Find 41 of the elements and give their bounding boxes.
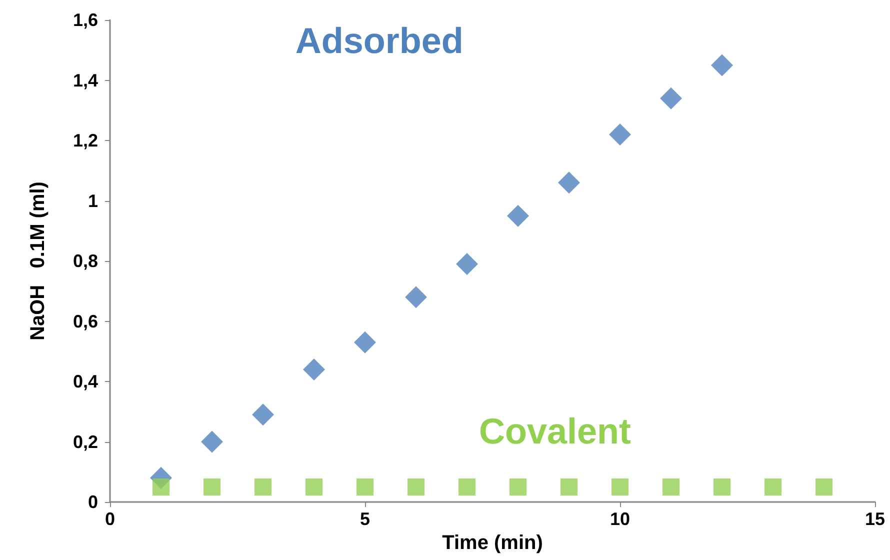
point	[458, 478, 476, 496]
point	[558, 172, 580, 194]
y-tick-label: 1,4	[72, 70, 98, 90]
point	[510, 478, 526, 496]
point	[816, 478, 832, 496]
point	[507, 204, 529, 227]
point	[356, 478, 374, 496]
x-tick-label: 15	[864, 509, 886, 529]
series-label: Covalent	[479, 410, 632, 452]
x-tick-label: 5	[360, 509, 370, 529]
point	[306, 478, 322, 496]
x-tick-label: 0	[104, 509, 116, 529]
point	[204, 478, 220, 496]
y-tick-label: 0,2	[72, 432, 98, 452]
y-tick-label: 0	[88, 492, 98, 512]
y-tick-label: 0,6	[72, 311, 98, 332]
point	[354, 331, 376, 354]
y-tick-label: 1,6	[72, 10, 98, 30]
point	[764, 478, 782, 496]
point	[252, 404, 274, 426]
point	[609, 123, 631, 146]
point	[408, 478, 424, 496]
point	[662, 478, 680, 496]
point	[711, 54, 733, 76]
y-axis-title: NaOH 0.1M (ml)	[27, 182, 49, 340]
point	[714, 478, 730, 496]
point	[303, 358, 325, 380]
x-tick-label: 10	[610, 509, 630, 529]
point	[660, 87, 682, 110]
point	[201, 430, 223, 453]
y-tick-label: 1,2	[72, 130, 98, 150]
y-tick-label: 0,4	[72, 372, 98, 392]
point	[254, 478, 272, 496]
point	[456, 253, 478, 276]
x-axis-title: Time (min)	[442, 532, 543, 554]
y-tick-label: 0,8	[72, 251, 98, 271]
point	[560, 478, 578, 496]
text: Adsorbed	[295, 20, 464, 61]
y-tick-label: 1	[88, 190, 98, 211]
point	[405, 286, 427, 308]
point	[612, 478, 628, 496]
